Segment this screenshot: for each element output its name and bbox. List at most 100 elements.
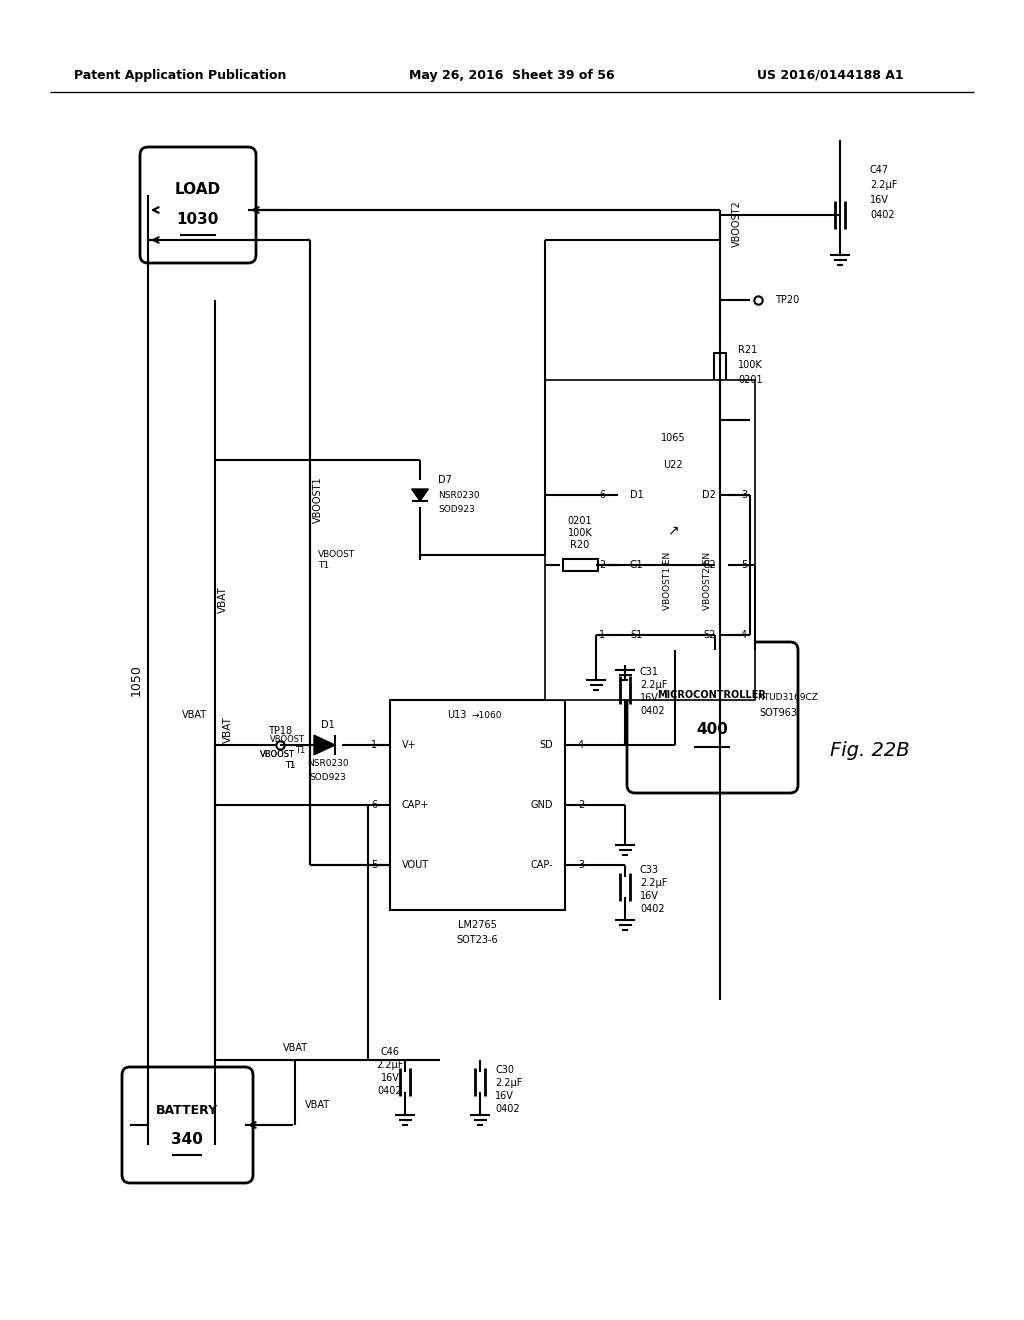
Text: VBOOST
T1: VBOOST T1 xyxy=(318,550,355,570)
Text: VBAT: VBAT xyxy=(223,717,233,743)
Bar xyxy=(563,558,598,572)
Text: 1065: 1065 xyxy=(660,433,685,444)
Text: 1: 1 xyxy=(371,741,377,750)
Text: D2: D2 xyxy=(702,490,716,500)
Text: D7: D7 xyxy=(438,475,452,484)
Text: US 2016/0144188 A1: US 2016/0144188 A1 xyxy=(757,69,903,82)
Text: S1: S1 xyxy=(630,630,642,640)
Text: 0201: 0201 xyxy=(738,375,763,385)
Text: 0201: 0201 xyxy=(567,516,592,525)
Text: →1060: →1060 xyxy=(472,710,502,719)
Text: GND: GND xyxy=(530,800,553,810)
Text: VBOOST
T1: VBOOST T1 xyxy=(260,750,295,770)
Text: 2.2μF: 2.2μF xyxy=(640,878,668,888)
Text: 16V: 16V xyxy=(640,693,658,704)
Text: TP18: TP18 xyxy=(268,726,292,737)
Text: G2: G2 xyxy=(702,560,716,570)
Text: 1: 1 xyxy=(599,630,605,640)
Text: C33: C33 xyxy=(640,865,659,875)
Bar xyxy=(714,352,726,388)
Text: 0402: 0402 xyxy=(378,1086,402,1096)
Text: C31: C31 xyxy=(640,667,659,677)
Text: 6: 6 xyxy=(371,800,377,810)
FancyBboxPatch shape xyxy=(140,147,256,263)
Text: VBAT: VBAT xyxy=(305,1100,330,1110)
Text: D1: D1 xyxy=(322,719,335,730)
Text: 0402: 0402 xyxy=(870,210,895,220)
Text: May 26, 2016  Sheet 39 of 56: May 26, 2016 Sheet 39 of 56 xyxy=(410,69,614,82)
Text: 4: 4 xyxy=(578,741,584,750)
Text: VBOOST1: VBOOST1 xyxy=(313,477,323,523)
Text: NSR0230: NSR0230 xyxy=(307,759,349,767)
Text: S2: S2 xyxy=(703,630,716,640)
Text: 3: 3 xyxy=(578,861,584,870)
Polygon shape xyxy=(314,735,335,755)
Text: 5: 5 xyxy=(741,560,748,570)
Text: 3: 3 xyxy=(741,490,748,500)
Text: VBOOST1 EN: VBOOST1 EN xyxy=(663,552,672,610)
Text: 2.2μF: 2.2μF xyxy=(640,680,668,690)
Bar xyxy=(390,700,565,909)
Text: 16V: 16V xyxy=(640,891,658,902)
Text: 6: 6 xyxy=(599,490,605,500)
Text: 2.2μF: 2.2μF xyxy=(870,180,897,190)
Text: VBOOST
T1: VBOOST T1 xyxy=(270,735,305,755)
Text: 16V: 16V xyxy=(495,1092,514,1101)
Text: SOT23-6: SOT23-6 xyxy=(456,935,498,945)
Text: Patent Application Publication: Patent Application Publication xyxy=(74,69,286,82)
Text: SOT963: SOT963 xyxy=(759,708,797,718)
Text: C47: C47 xyxy=(870,165,889,176)
Text: VBAT: VBAT xyxy=(182,710,207,719)
Text: SD: SD xyxy=(540,741,553,750)
Text: BATTERY: BATTERY xyxy=(156,1104,218,1117)
Text: 4: 4 xyxy=(741,630,748,640)
Text: 2: 2 xyxy=(599,560,605,570)
Text: 1030: 1030 xyxy=(177,213,219,227)
Text: U22: U22 xyxy=(664,459,683,470)
Text: VBOOST2 EN: VBOOST2 EN xyxy=(702,552,712,610)
Text: NTUD3169CZ: NTUD3169CZ xyxy=(758,693,818,702)
Text: Fig. 22B: Fig. 22B xyxy=(830,741,909,759)
Text: 100K: 100K xyxy=(738,360,763,370)
Text: MICROCONTROLLER: MICROCONTROLLER xyxy=(657,690,766,700)
Text: TP20: TP20 xyxy=(775,294,800,305)
Bar xyxy=(545,380,755,700)
FancyBboxPatch shape xyxy=(627,642,798,793)
Text: ↗: ↗ xyxy=(668,523,679,537)
FancyBboxPatch shape xyxy=(122,1067,253,1183)
Polygon shape xyxy=(412,488,428,502)
Text: 16V: 16V xyxy=(381,1073,399,1082)
Text: 0402: 0402 xyxy=(640,706,665,715)
Text: V+: V+ xyxy=(402,741,417,750)
Text: 0402: 0402 xyxy=(495,1104,519,1114)
Text: G1: G1 xyxy=(630,560,644,570)
Text: U13: U13 xyxy=(447,710,467,719)
Text: 2.2μF: 2.2μF xyxy=(376,1060,403,1071)
Text: LM2765: LM2765 xyxy=(458,920,497,931)
Text: 16V: 16V xyxy=(870,195,889,205)
Text: LOAD: LOAD xyxy=(175,182,221,198)
Bar xyxy=(618,450,728,680)
Text: 0402: 0402 xyxy=(640,904,665,913)
Text: R20: R20 xyxy=(570,540,590,550)
Text: 340: 340 xyxy=(171,1133,203,1147)
Text: VOUT: VOUT xyxy=(402,861,429,870)
Text: VBAT: VBAT xyxy=(218,586,228,614)
Text: NSR0230: NSR0230 xyxy=(438,491,479,499)
Text: VBOOST2: VBOOST2 xyxy=(732,201,742,247)
Text: VBAT: VBAT xyxy=(283,1043,307,1053)
Text: 5: 5 xyxy=(371,861,377,870)
Text: R21: R21 xyxy=(738,345,758,355)
Text: VBOOST
T1: VBOOST T1 xyxy=(260,750,295,770)
Text: D1: D1 xyxy=(630,490,644,500)
Text: 2: 2 xyxy=(578,800,584,810)
Text: SOD923: SOD923 xyxy=(438,506,475,515)
Text: 1050: 1050 xyxy=(129,664,142,696)
Text: CAP+: CAP+ xyxy=(402,800,429,810)
Text: 2.2μF: 2.2μF xyxy=(495,1078,522,1088)
Text: CAP-: CAP- xyxy=(530,861,553,870)
Text: 100K: 100K xyxy=(567,528,592,539)
Text: C30: C30 xyxy=(495,1065,514,1074)
Text: SOD923: SOD923 xyxy=(309,772,346,781)
Text: 400: 400 xyxy=(696,722,728,738)
